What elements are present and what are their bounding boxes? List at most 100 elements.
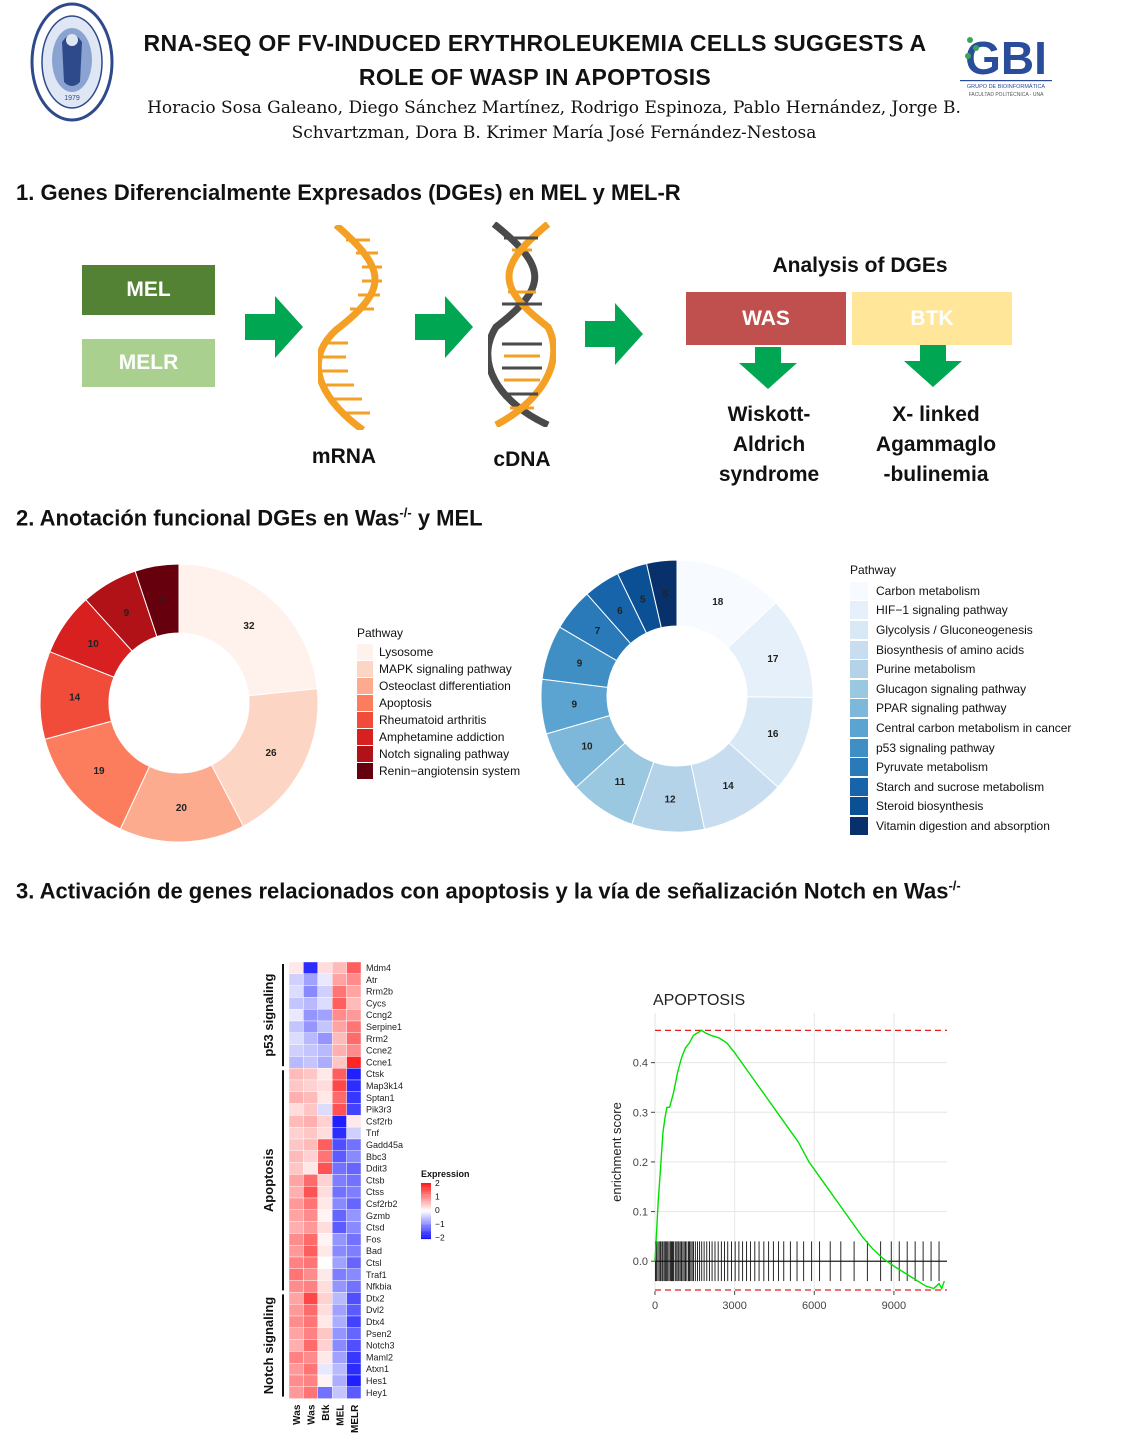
legend-item: Pyruvate metabolism — [850, 757, 1080, 777]
heatmap-cell — [317, 1103, 333, 1116]
heatmap-gene-label: Bad — [366, 1246, 382, 1256]
was-box: WAS — [686, 292, 846, 345]
donut-value-label: 9 — [577, 658, 583, 669]
heatmap-cell — [317, 1115, 333, 1128]
heatmap-cell — [288, 1079, 304, 1093]
gsea-xtick-label: 6000 — [802, 1300, 826, 1312]
legend-label: Vitamin digestion and absorption — [876, 818, 1050, 833]
heatmap-cell — [331, 1126, 347, 1140]
heatmap-cell — [288, 1056, 304, 1069]
legend-label: p53 signaling pathway — [876, 740, 995, 755]
legend-swatch — [850, 581, 868, 600]
heatmap-cell — [288, 1020, 304, 1034]
heatmap-legend-gradient-step — [421, 1236, 431, 1238]
heatmap-cell — [303, 1174, 319, 1187]
heatmap-cell — [303, 1103, 319, 1116]
heatmap-cell — [317, 1079, 333, 1093]
heatmap-gene-label: Ctsb — [366, 1175, 385, 1185]
legend-swatch — [850, 797, 868, 816]
heatmap-cell — [317, 1233, 333, 1246]
heatmap-gene-label: Tnf — [366, 1128, 380, 1138]
heatmap-cell — [288, 985, 304, 998]
heatmap-cell — [346, 1126, 362, 1140]
heatmap-cell — [331, 1056, 347, 1069]
legend-swatch — [357, 660, 373, 677]
heatmap-cell — [346, 1339, 362, 1352]
authors-line-2: Schvartzman, Dora B. Krimer María José F… — [291, 123, 817, 143]
heatmap-legend-gradient-step — [421, 1190, 431, 1192]
heatmap-cell — [288, 1174, 304, 1187]
heatmap-gene-label: Csf2rb2 — [366, 1199, 398, 1209]
donut-value-label: 7 — [595, 626, 601, 637]
heatmap-cell — [303, 1009, 319, 1022]
heatmap-cell — [346, 1020, 362, 1034]
heatmap-column-label: Was — [292, 1404, 303, 1425]
heatmap-cell — [346, 1091, 362, 1104]
melr-label: MELR — [118, 351, 179, 374]
heatmap-cell — [303, 1079, 319, 1093]
legend-label: Osteoclast differentiation — [379, 678, 511, 693]
heatmap-cell — [303, 985, 319, 998]
heatmap-group-label: Apoptosis — [261, 1149, 276, 1213]
heatmap-cell — [303, 1245, 319, 1258]
was-disease-line-3: syndrome — [718, 463, 820, 486]
heatmap-cell — [331, 1339, 347, 1352]
heatmap-gene-label: Psen2 — [366, 1329, 392, 1339]
heatmap-gene-label: Traf1 — [366, 1270, 387, 1280]
heatmap-cell — [346, 1044, 362, 1057]
legend-item: Biosynthesis of amino acids — [850, 640, 1080, 660]
legend-label: Steroid biosynthesis — [876, 799, 984, 814]
heatmap-gene-label: Ctss — [366, 1187, 385, 1197]
heatmap-gene-label: Ddit3 — [366, 1164, 387, 1174]
donut-slice — [645, 559, 678, 629]
gsea-title: APOPTOSIS — [653, 992, 745, 1009]
heatmap-cell — [346, 1327, 362, 1340]
heatmap-legend-gradient-step — [421, 1185, 431, 1188]
heatmap-legend-gradient-step — [421, 1202, 431, 1205]
heatmap-cell — [288, 1115, 304, 1128]
heatmap-cell — [331, 1268, 347, 1281]
heatmap-cell — [288, 1327, 304, 1340]
heatmap-legend-gradient-step — [421, 1215, 431, 1217]
heatmap-legend-gradient-step — [421, 1232, 431, 1234]
btk-disease-line-3: -bulinemia — [883, 463, 989, 486]
gbi-subcaption: FACULTAD POLITÉCNICA - UNA — [969, 91, 1044, 98]
heatmap-cell — [346, 1233, 362, 1246]
heatmap-cell — [346, 1197, 362, 1211]
section3-heading: 3. Activación de genes relacionados con … — [16, 878, 961, 904]
donut-slice — [134, 563, 180, 638]
heatmap-gene-label: Ctsl — [366, 1258, 382, 1268]
heatmap-legend-gradient-step — [421, 1209, 431, 1212]
heatmap-cell — [288, 1032, 304, 1045]
heatmap-cell — [317, 1091, 333, 1104]
heatmap-cell — [346, 997, 362, 1010]
heatmap-cell — [317, 1197, 333, 1211]
heatmap-cell — [303, 1256, 319, 1270]
heatmap-cell — [331, 961, 347, 975]
legend-item: Apoptosis — [357, 694, 517, 711]
heatmap-cell — [288, 1044, 304, 1057]
donut-value-label: 11 — [615, 777, 626, 788]
cdna-label: cDNA — [493, 448, 551, 471]
donut-value-label: 6 — [617, 606, 623, 617]
legend-swatch — [850, 679, 868, 698]
legend-label: Glucagon signaling pathway — [876, 681, 1027, 696]
gsea-enrichment-line — [654, 1029, 946, 1291]
heatmap-cell — [346, 1174, 362, 1187]
heatmap-cell — [317, 1174, 333, 1187]
legend-label: HIF−1 signaling pathway — [876, 603, 1008, 618]
heatmap-gene-label: Mdm4 — [366, 963, 391, 973]
legend-label: Lysosome — [379, 644, 434, 659]
heatmap-cell — [303, 1209, 319, 1222]
legend-swatch — [357, 745, 373, 762]
legend-item: PPAR signaling pathway — [850, 699, 1080, 719]
mrna-strand-icon — [318, 225, 382, 430]
heatmap-cell — [346, 1256, 362, 1270]
heatmap-cell — [317, 1185, 333, 1199]
heatmap-cell — [317, 1351, 333, 1364]
heatmap-legend-title: Expression — [421, 1169, 470, 1179]
heatmap-cell — [288, 997, 304, 1010]
heatmap-cell — [303, 1386, 319, 1399]
heatmap-cell — [303, 1115, 319, 1128]
